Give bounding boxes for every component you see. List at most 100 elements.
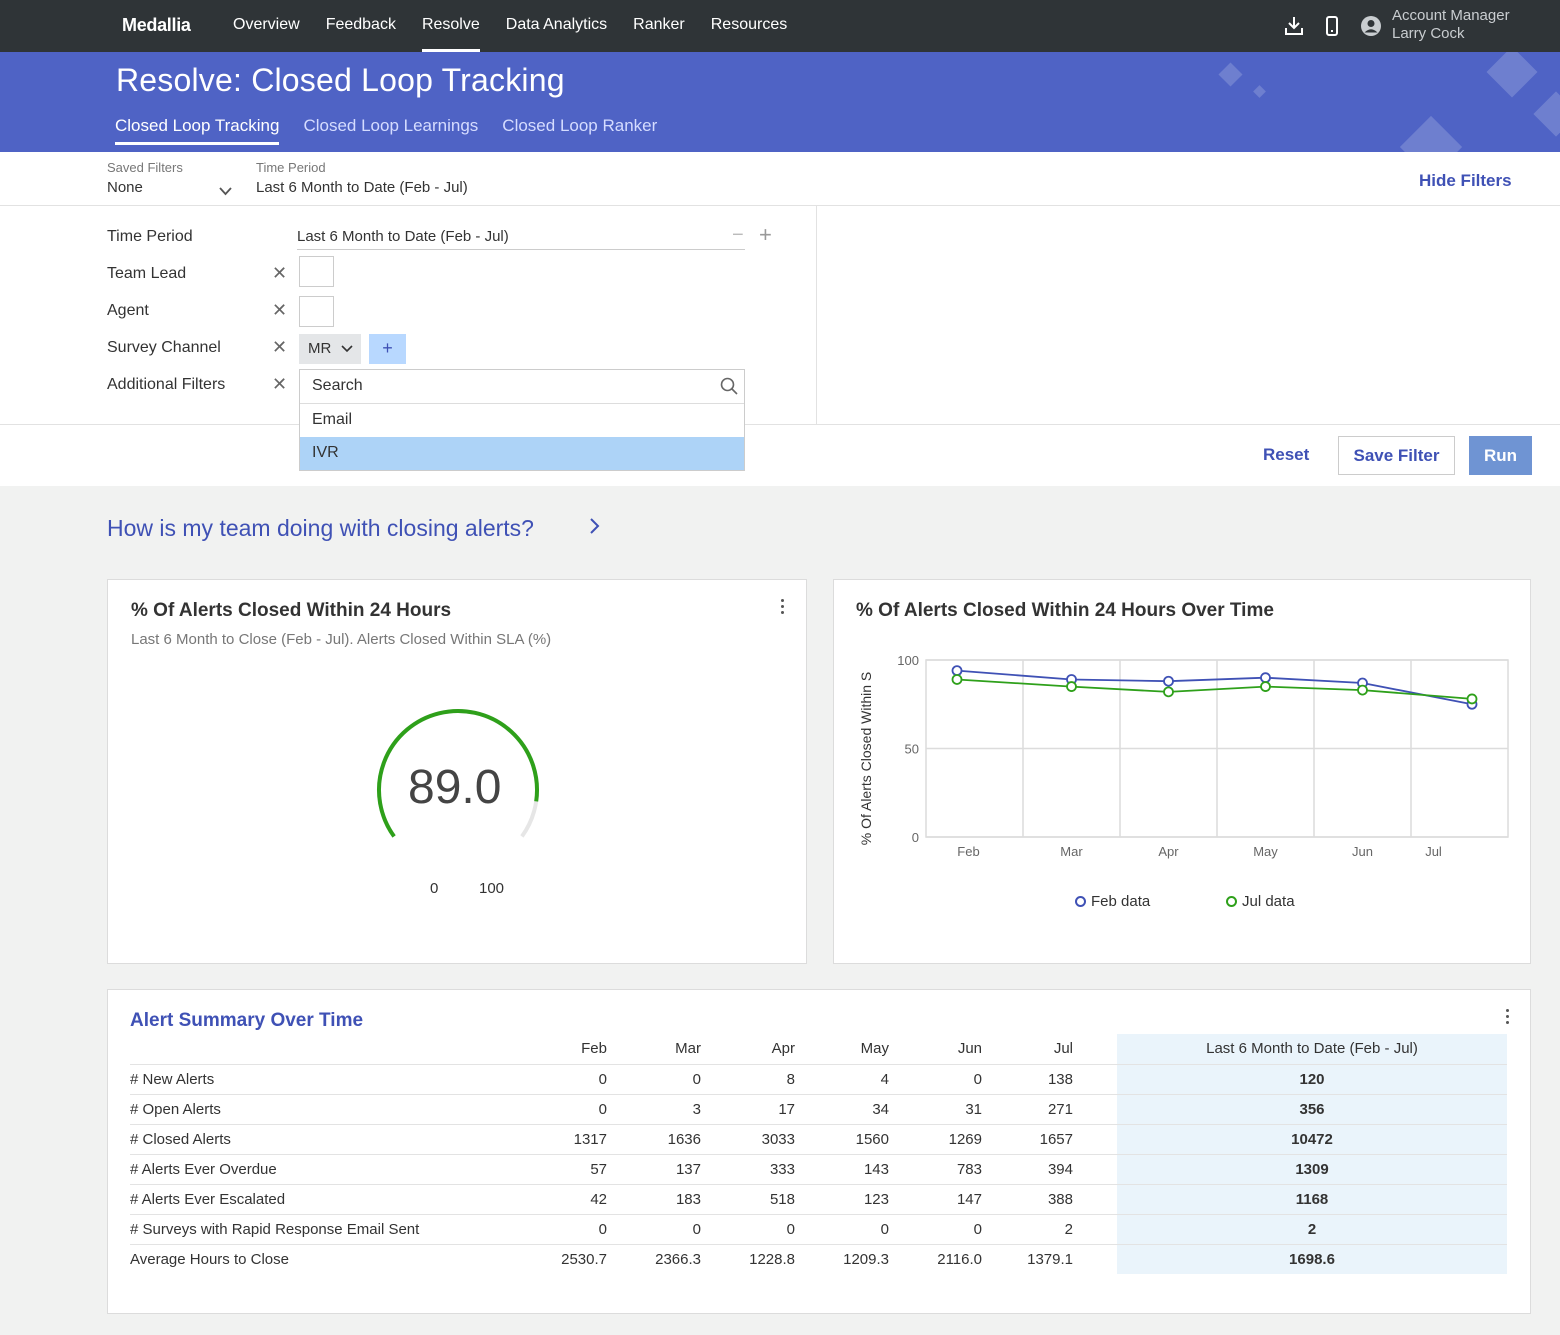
data-point: [951, 665, 963, 677]
minus-icon: −: [732, 224, 744, 246]
download-icon[interactable]: [1284, 15, 1304, 37]
alert-summary-title[interactable]: Alert Summary Over Time: [130, 1010, 364, 1031]
decor-diamond: [1218, 62, 1243, 87]
save-filter-button[interactable]: Save Filter: [1338, 436, 1455, 475]
more-options-icon[interactable]: [779, 599, 785, 617]
table-cell: 57: [485, 1153, 607, 1184]
x-tick-label: Mar: [1060, 844, 1083, 859]
row-label: Average Hours to Close: [130, 1243, 485, 1274]
gauge-value: 89.0: [408, 761, 502, 814]
table-cell-total: 10472: [1117, 1123, 1507, 1154]
table-spacer: [1073, 1153, 1117, 1184]
table-cell: 271: [982, 1093, 1073, 1124]
nav-resolve[interactable]: Resolve: [421, 0, 480, 52]
dropdown-option-email[interactable]: Email: [312, 411, 353, 428]
time-period-field[interactable]: Last 6 Month to Date (Feb - Jul): [297, 228, 745, 250]
tab-closed-loop-tracking[interactable]: Closed Loop Tracking: [115, 116, 280, 145]
x-tick-label: Jun: [1352, 844, 1373, 859]
table-cell: 34: [795, 1093, 889, 1124]
divider: [816, 206, 817, 424]
legend-item-jul[interactable]: Jul data: [1226, 893, 1295, 910]
line-chart-title: % Of Alerts Closed Within 24 Hours Over …: [856, 600, 1274, 621]
time-period-summary: Last 6 Month to Date (Feb - Jul): [256, 179, 468, 196]
close-icon[interactable]: ✕: [272, 337, 288, 357]
survey-channel-value: MR: [308, 340, 332, 357]
close-icon[interactable]: ✕: [272, 300, 288, 320]
alert-summary-card: Alert Summary Over Time Feb Mar Apr May …: [107, 989, 1531, 1314]
tab-closed-loop-learnings[interactable]: Closed Loop Learnings: [303, 116, 479, 135]
more-options-icon[interactable]: [1504, 1009, 1510, 1027]
table-cell-total: 356: [1117, 1093, 1507, 1124]
table-body: # New Alerts 0 0 8 4 0 138 120 # Open Alerts 0 3 17…: [130, 1063, 1507, 1274]
data-point: [1260, 672, 1271, 684]
nav-data-analytics[interactable]: Data Analytics: [505, 16, 608, 33]
table-header: Apr: [771, 1040, 795, 1058]
table-cell: 2116.0: [889, 1243, 982, 1274]
y-tick-label: 100: [897, 653, 919, 668]
table-spacer: [1073, 1123, 1117, 1154]
close-icon[interactable]: ✕: [272, 263, 288, 283]
filter-summary-strip: Saved Filters None Time Period Last 6 Mo…: [0, 152, 1560, 206]
data-point: [1163, 675, 1174, 687]
tab-closed-loop-ranker[interactable]: Closed Loop Ranker: [502, 116, 658, 135]
nav-resources[interactable]: Resources: [710, 16, 788, 33]
page-title: Resolve: Closed Loop Tracking: [116, 62, 565, 98]
run-button[interactable]: Run: [1469, 436, 1532, 475]
table-cell: 1636: [607, 1123, 701, 1154]
chevron-down-icon[interactable]: [219, 183, 232, 201]
row-label: # Alerts Ever Overdue: [130, 1153, 485, 1184]
nav-overview[interactable]: Overview: [233, 16, 300, 33]
nav-ranker[interactable]: Ranker: [633, 16, 685, 33]
table-row: Average Hours to Close 2530.7 2366.3 1228.8…: [130, 1243, 1507, 1274]
table-cell: 0: [485, 1093, 607, 1124]
brand-logo[interactable]: Medallia: [122, 15, 191, 35]
row-label: # New Alerts: [130, 1063, 485, 1094]
filter-label-time-period: Time Period: [107, 228, 193, 245]
x-tick-label: Apr: [1158, 844, 1179, 859]
filter-label-agent: Agent: [107, 302, 149, 319]
close-icon[interactable]: ✕: [272, 374, 288, 394]
table-cell: 394: [982, 1153, 1073, 1184]
row-label: # Surveys with Rapid Response Email Sent: [130, 1213, 485, 1244]
series-line-jul: [956, 678, 1473, 700]
decor-diamond: [1399, 115, 1463, 152]
section-question-link[interactable]: How is my team doing with closing alerts…: [107, 515, 600, 542]
saved-filters-select[interactable]: None: [107, 179, 143, 196]
legend-item-feb[interactable]: Feb data: [1075, 893, 1150, 910]
nav-links: Overview Feedback Resolve Data Analytics…: [233, 0, 813, 52]
table-cell: 1209.3: [795, 1243, 889, 1274]
plus-icon[interactable]: +: [759, 222, 772, 247]
table-cell-total: 1698.6: [1117, 1243, 1507, 1274]
reset-button[interactable]: Reset: [1263, 445, 1310, 464]
table-row: # Surveys with Rapid Response Email Sent…: [130, 1213, 1507, 1244]
dropdown-search-input[interactable]: Search: [300, 370, 744, 404]
decor-diamond: [1533, 91, 1560, 137]
x-tick-label: Feb: [957, 844, 979, 859]
table-cell: 0: [607, 1213, 701, 1244]
data-point: [1163, 686, 1174, 698]
table-cell-total: 2: [1117, 1213, 1507, 1244]
team-lead-input[interactable]: [299, 256, 334, 287]
filter-label-team-lead: Team Lead: [107, 265, 187, 282]
table-cell-total: 1168: [1117, 1183, 1507, 1214]
y-axis-label: % Of Alerts Closed Within S: [858, 672, 874, 846]
gauge-dial: [377, 709, 539, 838]
user-info[interactable]: Account Manager Larry Cock: [1392, 7, 1510, 43]
nav-feedback[interactable]: Feedback: [325, 16, 396, 33]
table-spacer: [1073, 1243, 1117, 1274]
table-cell: 783: [889, 1153, 982, 1184]
dropdown-option-ivr[interactable]: IVR: [300, 437, 744, 470]
y-tick-label: 50: [905, 742, 919, 757]
table-cell: 518: [701, 1183, 795, 1214]
gauge-card-subtitle: Last 6 Month to Close (Feb - Jul). Alert…: [131, 631, 552, 648]
nav-icons: [1284, 15, 1381, 37]
user-avatar-icon[interactable]: [1360, 15, 1381, 37]
table-header-blank: [130, 1034, 485, 1064]
add-channel-button[interactable]: +: [369, 334, 406, 364]
user-name: Larry Cock: [1392, 25, 1465, 42]
agent-input[interactable]: [299, 296, 334, 327]
survey-channel-chip[interactable]: MR: [299, 334, 361, 364]
table-cell-total: 1309: [1117, 1153, 1507, 1184]
hide-filters-button[interactable]: Hide Filters: [1419, 171, 1512, 190]
mobile-icon[interactable]: [1322, 15, 1342, 37]
